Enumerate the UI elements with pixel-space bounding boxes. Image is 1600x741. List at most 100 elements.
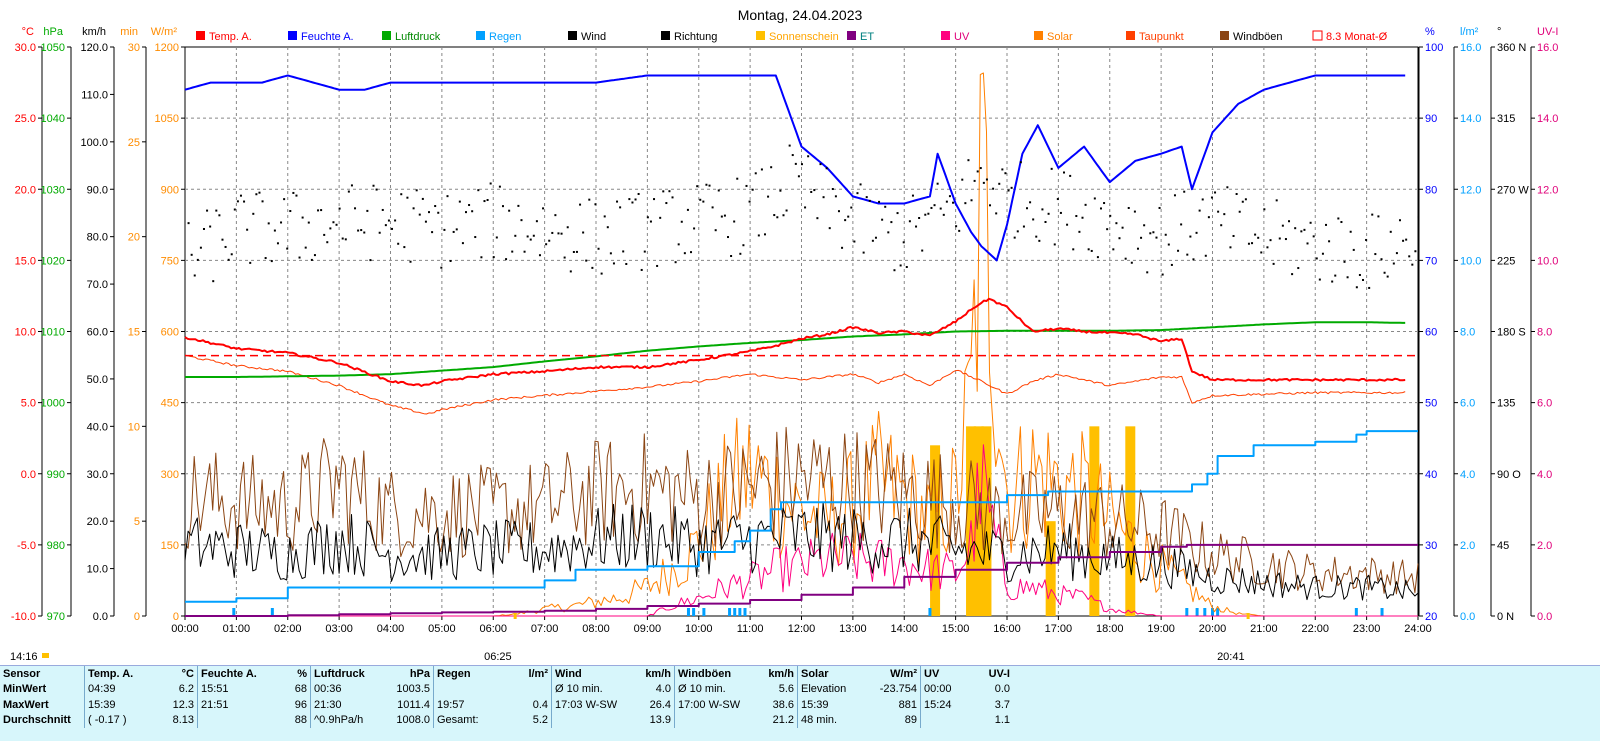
direction-point [779,189,782,192]
direction-point [1294,227,1297,230]
direction-point [1044,220,1047,223]
stats-header: UV [920,666,967,682]
stats-cell: 21:51 [197,697,264,713]
direction-point [301,216,304,219]
plot-area [184,72,1420,619]
direction-point [218,214,221,217]
direction-point [1183,190,1186,193]
timestamp-label: 14:16 [10,651,38,663]
direction-point [973,179,976,182]
direction-point [1090,249,1093,252]
rain-bar [702,608,706,616]
direction-point [551,231,554,234]
y-tick-label-uvi: 12.0 [1537,184,1558,196]
stats-cell: 04:39 [84,681,151,697]
direction-point [434,205,437,208]
direction-point [874,236,877,239]
direction-point [1377,215,1380,218]
y-tick-label-uvi: 4.0 [1537,469,1552,481]
rain-bar [1195,608,1199,616]
legend-label: Solar [1047,31,1073,43]
direction-point [791,154,794,157]
direction-point [924,213,927,216]
stats-cell: 00:36 [310,681,377,697]
sunshine-bar [973,426,984,616]
axes: 00:00 01:00 02:00 03:00 04:00 05:00 06:00 07:00… [10,26,1558,663]
series-temp-a- [184,297,1406,387]
y-tick-label-pressure: 1020 [41,255,65,267]
legend-label: Windböen [1233,31,1283,43]
direction-point [409,260,412,263]
y-tick-label-sunshine: 20 [128,232,140,244]
direction-point [264,257,267,260]
direction-point [776,216,779,219]
sunshine-bar [1125,426,1136,616]
y-tick-label-solar: 600 [161,327,179,339]
direction-point [890,221,893,224]
direction-point [304,246,307,249]
direction-point [619,206,622,209]
direction-point [187,222,190,225]
y-tick-label-solar: 750 [161,255,179,267]
direction-point [1035,235,1038,238]
direction-point [1417,216,1420,219]
direction-point [668,190,671,193]
direction-point [760,168,763,171]
axis-unit-uvi: UV-I [1537,26,1558,38]
direction-point [1026,207,1029,210]
direction-point [363,231,366,234]
direction-point [871,239,874,242]
y-tick-label-direction: 135 [1497,398,1515,410]
x-tick-label: 09:00 [634,623,662,635]
y-tick-label-wind: 30.0 [87,469,108,481]
direction-point [449,259,452,262]
y-tick-label-sunshine: 5 [134,516,140,528]
direction-point [674,261,677,264]
direction-point [1300,230,1303,233]
direction-point [387,219,390,222]
x-tick-label: 23:00 [1353,623,1381,635]
y-tick-label-direction: 90 O [1497,469,1521,481]
direction-point [261,200,264,203]
direction-point [1075,215,1078,218]
direction-point [501,205,504,208]
direction-point [428,211,431,214]
y-tick-label-wind: 120.0 [80,42,108,54]
x-tick-label: 04:00 [377,623,405,635]
direction-point [705,183,708,186]
direction-point [1053,243,1056,246]
direction-point [723,214,726,217]
stats-header: % [297,667,307,680]
y-tick-label-direction: 225 [1497,255,1515,267]
direction-point [424,220,427,223]
direction-point [702,200,705,203]
direction-point [1386,275,1389,278]
direction-point [1177,249,1180,252]
direction-point [542,207,545,210]
direction-point [933,204,936,207]
direction-point [1069,174,1072,177]
direction-point [1288,220,1291,223]
direction-point [483,200,486,203]
stats-cell: 5.2 [532,714,548,727]
direction-point [881,218,884,221]
direction-point [486,199,489,202]
direction-point [813,189,816,192]
y-tick-label-solar: 1200 [155,42,179,54]
direction-point [800,163,803,166]
direction-point [1405,238,1408,241]
rain-bar [692,608,696,616]
x-tick-label: 19:00 [1147,623,1175,635]
direction-point [391,227,394,230]
stats-cell [674,712,751,728]
direction-point [1062,171,1065,174]
direction-point [397,242,400,245]
x-tick-label: 14:00 [890,623,918,635]
direction-point [911,194,914,197]
direction-point [326,241,329,244]
stats-cell: 3.7 [994,698,1010,711]
direction-point [1343,260,1346,263]
y-tick-label-wind: 0.0 [93,611,108,623]
y-tick-label-direction: 360 N [1497,42,1526,54]
direction-point [989,204,992,207]
